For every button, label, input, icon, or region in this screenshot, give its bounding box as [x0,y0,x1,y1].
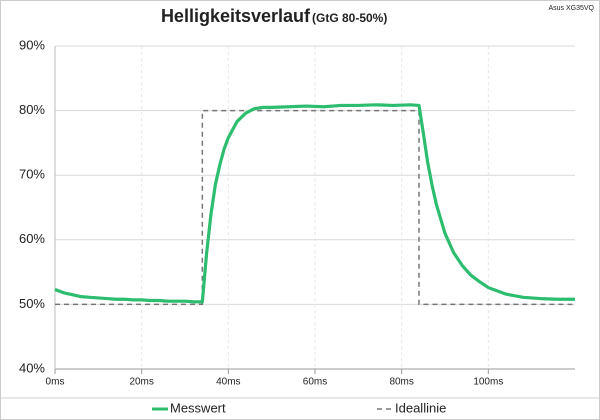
y-tick-label: 90% [19,37,45,52]
x-tick-label: 40ms [216,377,240,388]
x-tick-label: 20ms [129,377,153,388]
x-tick-label: 100ms [473,377,503,388]
chart-subtitle: (GtG 80-50%) [312,11,387,25]
x-tick-label: 0ms [46,377,65,388]
x-tick-label: 60ms [303,377,327,388]
annotation: Asus XG35VQ [548,5,594,12]
y-tick-label: 40% [19,360,45,375]
legend-label: Messwert [170,400,226,415]
y-tick-label: 70% [19,167,45,182]
y-tick-label: 80% [19,102,45,117]
y-tick-label: 50% [19,296,45,311]
x-tick-label: 80ms [389,377,413,388]
series-line [54,103,575,304]
legend-label: Ideallinie [395,400,446,415]
series-line [55,109,575,306]
chart-title: Helligkeitsverlauf [161,6,311,26]
y-tick-label: 60% [19,231,45,246]
